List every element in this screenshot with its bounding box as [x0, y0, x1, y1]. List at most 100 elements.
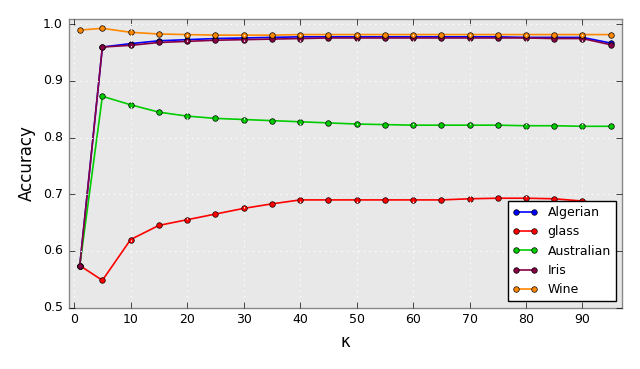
- Algerian: [99, 45, 106, 49]
- Algerian: [324, 35, 332, 39]
- Australian: [607, 124, 614, 128]
- Algerian: [296, 35, 304, 39]
- Wine: [296, 32, 304, 37]
- Australian: [268, 118, 276, 123]
- Australian: [494, 123, 502, 127]
- Wine: [183, 32, 191, 37]
- glass: [296, 198, 304, 202]
- Algerian: [550, 35, 558, 39]
- Australian: [409, 123, 417, 127]
- glass: [183, 217, 191, 222]
- Wine: [579, 32, 586, 37]
- Algerian: [353, 35, 360, 39]
- Australian: [466, 123, 474, 127]
- Wine: [240, 33, 248, 37]
- glass: [522, 196, 530, 200]
- Wine: [381, 32, 388, 37]
- Wine: [211, 33, 219, 37]
- glass: [381, 198, 388, 202]
- Australian: [211, 116, 219, 121]
- Wine: [409, 32, 417, 37]
- glass: [466, 197, 474, 201]
- glass: [607, 203, 614, 208]
- Iris: [324, 36, 332, 40]
- Iris: [76, 263, 84, 268]
- Australian: [579, 124, 586, 128]
- glass: [76, 263, 84, 268]
- Iris: [579, 36, 586, 41]
- Wine: [494, 32, 502, 37]
- Iris: [99, 45, 106, 49]
- Algerian: [381, 35, 388, 39]
- Australian: [353, 122, 360, 126]
- glass: [494, 196, 502, 200]
- Line: glass: glass: [77, 196, 614, 283]
- Line: Wine: Wine: [77, 25, 614, 38]
- Algerian: [155, 39, 163, 43]
- Australian: [381, 123, 388, 127]
- Australian: [99, 94, 106, 99]
- Iris: [211, 38, 219, 42]
- Iris: [494, 36, 502, 40]
- Iris: [607, 42, 614, 47]
- Wine: [127, 30, 134, 35]
- glass: [579, 199, 586, 203]
- Iris: [353, 36, 360, 40]
- Australian: [522, 124, 530, 128]
- Australian: [127, 103, 134, 107]
- X-axis label: κ: κ: [340, 333, 350, 351]
- Line: Algerian: Algerian: [77, 34, 614, 268]
- Wine: [522, 32, 530, 37]
- Iris: [437, 36, 445, 40]
- glass: [268, 202, 276, 206]
- Wine: [437, 32, 445, 37]
- glass: [99, 278, 106, 283]
- Wine: [99, 26, 106, 31]
- Wine: [268, 33, 276, 37]
- Algerian: [183, 37, 191, 42]
- Algerian: [466, 35, 474, 39]
- Iris: [296, 36, 304, 41]
- Legend: Algerian, glass, Australian, Iris, Wine: Algerian, glass, Australian, Iris, Wine: [508, 201, 616, 301]
- Wine: [607, 32, 614, 37]
- Wine: [76, 28, 84, 32]
- Algerian: [607, 41, 614, 45]
- Iris: [550, 36, 558, 41]
- Algerian: [240, 36, 248, 40]
- glass: [550, 197, 558, 201]
- Wine: [466, 32, 474, 37]
- Algerian: [268, 35, 276, 39]
- Wine: [353, 32, 360, 37]
- Australian: [550, 124, 558, 128]
- Iris: [183, 39, 191, 44]
- glass: [324, 198, 332, 202]
- Line: Australian: Australian: [77, 93, 614, 268]
- Algerian: [522, 35, 530, 39]
- Iris: [155, 40, 163, 45]
- Wine: [550, 32, 558, 37]
- Line: Iris: Iris: [77, 35, 614, 268]
- Iris: [466, 36, 474, 40]
- Algerian: [409, 35, 417, 39]
- Iris: [522, 36, 530, 40]
- Wine: [155, 32, 163, 36]
- glass: [409, 198, 417, 202]
- Iris: [240, 37, 248, 42]
- Algerian: [437, 35, 445, 39]
- Wine: [324, 32, 332, 37]
- Algerian: [211, 36, 219, 41]
- Algerian: [494, 35, 502, 39]
- glass: [353, 198, 360, 202]
- Iris: [127, 43, 134, 48]
- Australian: [155, 110, 163, 114]
- Australian: [437, 123, 445, 127]
- Australian: [324, 121, 332, 125]
- glass: [240, 206, 248, 211]
- Iris: [409, 36, 417, 40]
- glass: [127, 237, 134, 242]
- Algerian: [76, 263, 84, 268]
- Iris: [268, 37, 276, 41]
- Australian: [296, 120, 304, 124]
- glass: [211, 212, 219, 216]
- Australian: [183, 114, 191, 118]
